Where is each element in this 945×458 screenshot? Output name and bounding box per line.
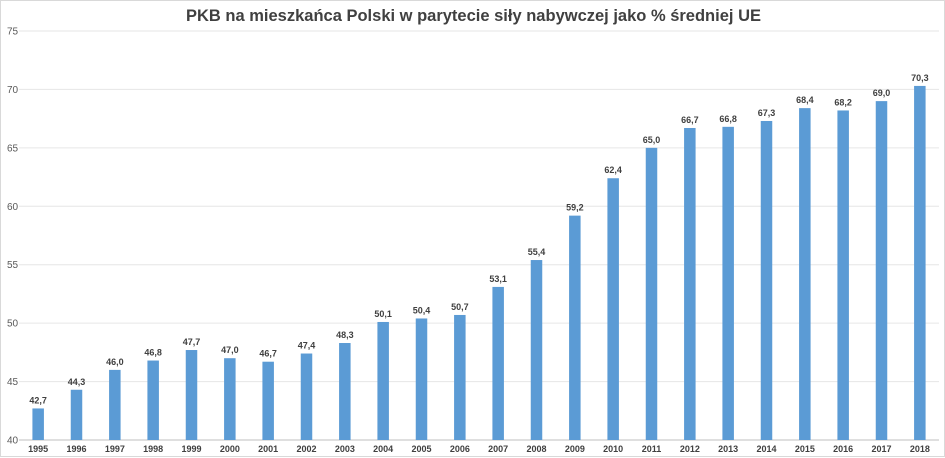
x-tick-label: 2013 xyxy=(718,444,738,454)
bar xyxy=(530,260,543,440)
bar xyxy=(722,126,734,440)
data-label: 68,2 xyxy=(834,97,852,107)
bar xyxy=(799,108,811,440)
bar xyxy=(70,389,83,440)
x-tick-label: 2018 xyxy=(910,444,930,454)
data-label: 42,7 xyxy=(29,395,47,405)
x-tick-label: 2007 xyxy=(488,444,508,454)
chart-title: PKB na mieszkańca Polski w parytecie sił… xyxy=(185,7,761,25)
data-label: 66,8 xyxy=(719,114,737,124)
data-label: 47,7 xyxy=(183,337,201,347)
x-tick-label: 1999 xyxy=(181,444,201,454)
x-tick-label: 2001 xyxy=(258,444,278,454)
x-tick-label: 2000 xyxy=(220,444,240,454)
data-label: 47,4 xyxy=(298,341,316,351)
y-tick-label: 45 xyxy=(7,377,19,388)
x-tick-label: 2006 xyxy=(450,444,470,454)
bar xyxy=(262,361,274,440)
bar xyxy=(339,343,351,440)
x-tick-label: 2004 xyxy=(373,444,393,454)
bar xyxy=(109,369,121,440)
y-tick-label: 70 xyxy=(7,85,19,96)
data-label: 46,0 xyxy=(106,357,124,367)
gridlines xyxy=(19,30,939,441)
y-tick-label: 60 xyxy=(7,202,19,213)
bar xyxy=(300,353,313,440)
bar xyxy=(837,110,849,440)
bar xyxy=(760,120,773,440)
data-label: 50,1 xyxy=(374,309,392,319)
data-label: 53,1 xyxy=(489,274,507,284)
bar xyxy=(147,360,159,440)
bar xyxy=(607,178,619,441)
data-label: 48,3 xyxy=(336,330,354,340)
data-label: 59,2 xyxy=(566,203,584,213)
bar xyxy=(224,358,236,440)
x-tick-label: 1998 xyxy=(143,444,163,454)
bar xyxy=(645,147,658,440)
x-tick-label: 2014 xyxy=(756,444,776,454)
data-label: 46,8 xyxy=(144,348,162,358)
bars xyxy=(32,85,926,441)
data-label: 46,7 xyxy=(259,349,277,359)
data-label: 69,0 xyxy=(873,88,891,98)
x-tick-label: 2015 xyxy=(795,444,815,454)
data-label: 67,3 xyxy=(758,108,776,118)
x-tick-label: 2010 xyxy=(603,444,623,454)
data-label: 50,4 xyxy=(413,305,431,315)
x-tick-label: 2016 xyxy=(833,444,853,454)
bar xyxy=(914,85,926,441)
x-axis: 1995 1996 1997 1998 1999 2000 2001 2002 2003 2004… xyxy=(28,444,930,454)
data-label: 70,3 xyxy=(911,73,929,83)
bar xyxy=(415,318,428,440)
x-tick-label: 2009 xyxy=(565,444,585,454)
x-tick-label: 1996 xyxy=(66,444,86,454)
bar xyxy=(875,101,888,440)
data-label: 44,3 xyxy=(68,377,86,387)
bar xyxy=(185,350,198,440)
x-tick-label: 2011 xyxy=(642,444,662,454)
data-labels: 42,7 44,3 46,0 46,8 47,7 47,0 46,7 47,4 48,3 50,1… xyxy=(29,73,928,406)
x-tick-label: 2017 xyxy=(871,444,891,454)
x-tick-label: 2012 xyxy=(680,444,700,454)
y-tick-label: 75 xyxy=(7,27,19,38)
y-axis: 40 45 50 55 60 65 70 75 xyxy=(7,27,19,447)
data-label: 68,4 xyxy=(796,95,814,105)
bar xyxy=(377,321,389,440)
x-tick-label: 2005 xyxy=(411,444,431,454)
data-label: 47,0 xyxy=(221,345,239,355)
y-tick-label: 65 xyxy=(7,143,19,154)
bar xyxy=(569,215,581,440)
data-label: 50,7 xyxy=(451,302,469,312)
data-label: 65,0 xyxy=(643,135,661,145)
x-tick-label: 1997 xyxy=(105,444,125,454)
y-tick-label: 55 xyxy=(7,260,19,271)
x-tick-label: 2002 xyxy=(296,444,316,454)
bar xyxy=(454,314,466,440)
data-label: 55,4 xyxy=(528,247,546,257)
y-tick-label: 50 xyxy=(7,319,19,330)
bar xyxy=(32,408,44,440)
data-label: 62,4 xyxy=(604,165,622,175)
bar xyxy=(492,286,504,440)
data-label: 66,7 xyxy=(681,115,699,125)
x-tick-label: 2003 xyxy=(335,444,355,454)
y-tick-label: 40 xyxy=(7,436,19,447)
x-tick-label: 2008 xyxy=(526,444,546,454)
bar xyxy=(684,127,696,441)
x-tick-label: 1995 xyxy=(28,444,48,454)
